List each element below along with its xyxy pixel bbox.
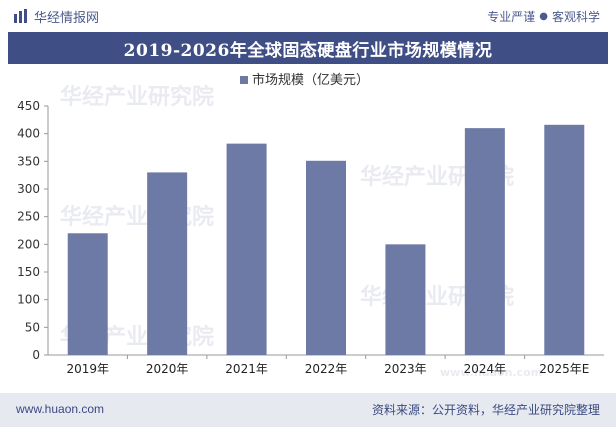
x-tick-label: 2024年 — [464, 362, 507, 376]
x-tick-label: 2021年 — [225, 362, 268, 376]
bar-chart-logo-icon — [14, 9, 27, 23]
y-tick-label: 150 — [17, 265, 40, 279]
slogan-right: 客观科学 — [551, 10, 600, 24]
legend: 市场规模（亿美元） — [240, 72, 369, 88]
brand-name: 华经情报网 — [34, 10, 100, 26]
bar — [147, 172, 188, 355]
brand: 华经情报网 — [14, 7, 100, 26]
watermark-text: 华经产业研究院 — [60, 84, 214, 110]
bar-chart: 华经产业研究院华经产业研究院华经产业研究院华经产业研究院华经产业研究院www.h… — [17, 72, 604, 379]
y-tick-label: 0 — [32, 348, 40, 362]
x-tick-label: 2023年 — [384, 362, 427, 376]
y-tick-label: 50 — [25, 320, 40, 334]
slogan: 专业严谨 ● 客观科学 — [487, 8, 600, 25]
footer-source: 资料来源：公开资料，华经产业研究院整理 — [371, 403, 600, 417]
slogan-separator: ● — [539, 11, 548, 22]
legend-swatch — [240, 76, 248, 84]
bar — [464, 128, 505, 355]
x-tick-label: 2022年 — [305, 362, 348, 376]
x-tick-label: 2020年 — [146, 362, 189, 376]
bar — [385, 244, 426, 355]
watermark-url: www.huaon.com — [440, 366, 542, 379]
slogan-left: 专业严谨 — [487, 10, 536, 24]
y-tick-label: 350 — [17, 154, 40, 168]
footer: www.huaon.com 资料来源：公开资料，华经产业研究院整理 — [0, 393, 616, 427]
legend-label: 市场规模（亿美元） — [252, 72, 369, 88]
bar — [67, 233, 108, 355]
bar — [306, 160, 346, 355]
top-bar: 华经情报网 专业严谨 ● 客观科学 — [0, 0, 616, 32]
x-tick-label: 2019年 — [66, 362, 109, 376]
bar — [226, 143, 267, 355]
footer-url: www.huaon.com — [16, 402, 105, 416]
y-tick-label: 200 — [17, 237, 40, 251]
y-tick-label: 400 — [17, 127, 40, 141]
x-tick-label: 2025年E — [539, 362, 589, 376]
chart-title: 2019-2026年全球固态硬盘行业市场规模情况 — [8, 32, 608, 64]
y-tick-label: 250 — [17, 210, 40, 224]
bar — [544, 124, 585, 356]
chart-area: 华经产业研究院 华经产业研究院 华经产业研究院 华经产业研究院 华经产业研究院 www.h… — [0, 64, 616, 392]
y-tick-label: 300 — [17, 182, 40, 196]
y-tick-label: 100 — [17, 293, 40, 307]
y-tick-label: 450 — [17, 99, 40, 113]
bars: 2019年 2020年 2021年 2022年 2023年 2024年 2025年E — [66, 124, 589, 376]
watermark-text: 华经产业研究院 — [60, 204, 214, 230]
